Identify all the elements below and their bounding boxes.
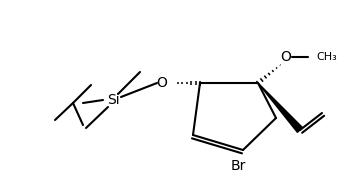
Text: Br: Br (230, 159, 246, 173)
Text: Si: Si (107, 93, 119, 107)
Text: CH₃: CH₃ (316, 52, 337, 62)
Text: O: O (280, 50, 291, 64)
Polygon shape (258, 83, 303, 132)
Text: O: O (157, 76, 168, 90)
